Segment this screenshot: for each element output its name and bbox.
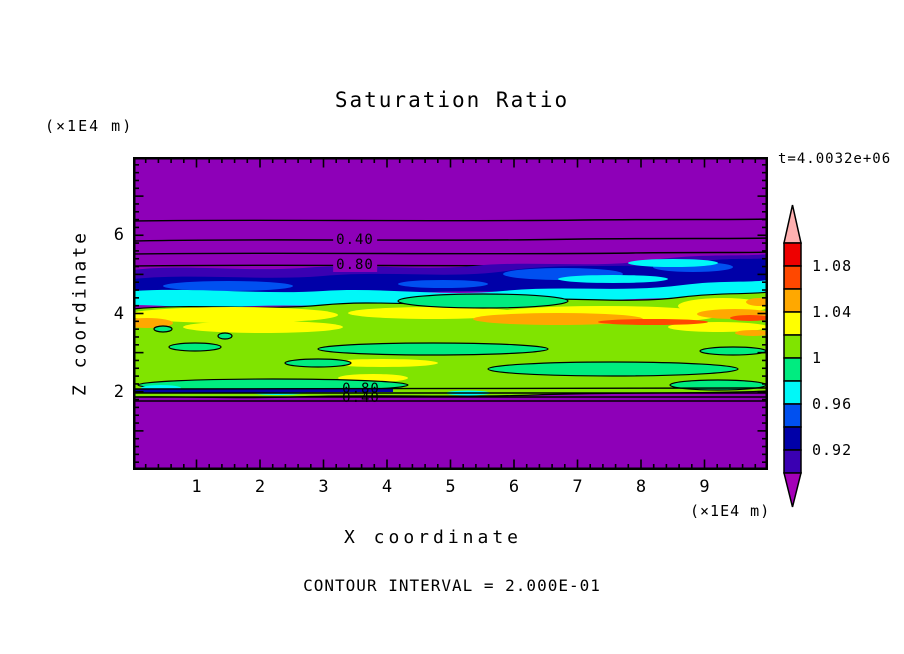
x-tick-label: 1 — [191, 477, 202, 497]
x-tick-label: 8 — [635, 477, 647, 497]
contour-line-label: 0.40 — [333, 233, 377, 247]
y-tick-label: 4 — [113, 303, 124, 324]
contour-field — [133, 157, 768, 470]
x-axis-title: X coordinate — [343, 527, 523, 548]
x-tick-label: 9 — [699, 477, 710, 497]
colorbar-label: 1.08 — [812, 257, 853, 275]
contour-line-label: 0.40 — [342, 390, 380, 406]
y-axis-unit-label: (×1E4 m) — [45, 117, 134, 135]
y-tick-label: 2 — [113, 381, 124, 402]
axis-ticks — [133, 157, 768, 470]
z-axis-title: Z coordinate — [69, 229, 91, 397]
colorbar-label: 0.92 — [812, 441, 853, 459]
colorbar-label: 0.96 — [812, 395, 853, 413]
x-tick-label: 5 — [445, 477, 456, 497]
colorbar — [783, 204, 802, 508]
x-tick-label: 6 — [508, 477, 520, 497]
plot-area: 0.40 0.80 0.80 0.40 — [133, 157, 768, 470]
x-axis-unit-label: (×1E4 m) — [690, 502, 771, 520]
x-tick-label: 4 — [381, 477, 393, 497]
colorbar-label: 1 — [812, 349, 823, 367]
contour-line-label: 0.80 — [333, 258, 377, 272]
colorbar-label: 1.04 — [812, 303, 853, 321]
x-tick-label: 3 — [318, 477, 329, 497]
plot-title: Saturation Ratio — [334, 88, 570, 112]
time-annotation: t=4.0032e+06 — [778, 151, 892, 167]
contour-line-label: 0.80 — [342, 381, 380, 397]
y-tick-label: 6 — [113, 225, 124, 246]
x-tick-label: 7 — [572, 477, 583, 497]
x-tick-label: 2 — [254, 477, 266, 497]
contour-interval-note: CONTOUR INTERVAL = 2.000E-01 — [303, 576, 601, 595]
